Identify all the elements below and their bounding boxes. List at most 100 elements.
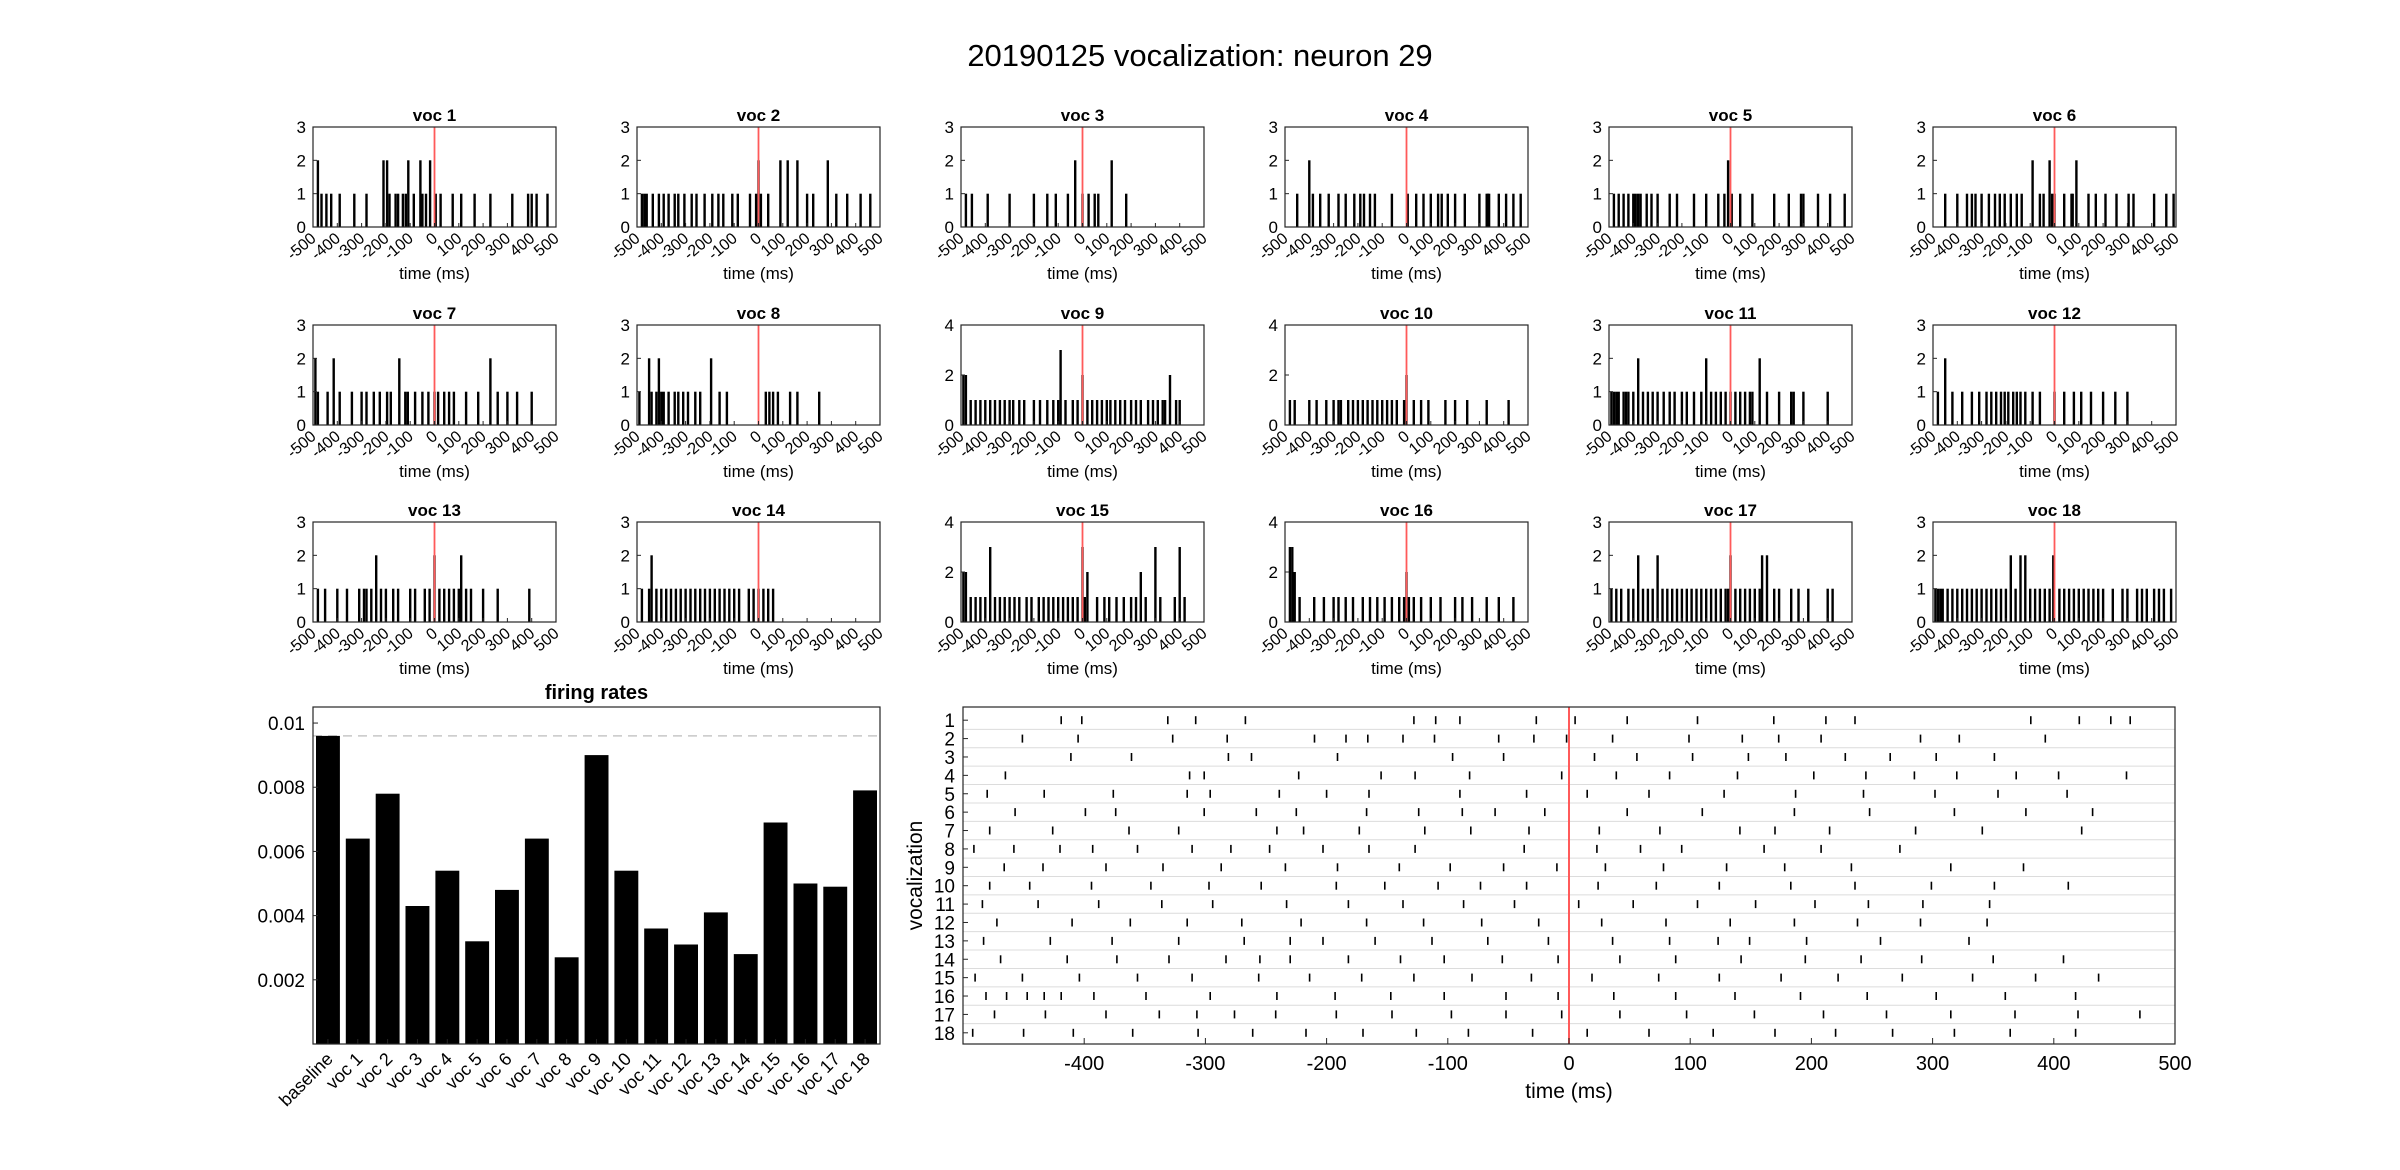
psth-bar xyxy=(768,391,771,425)
psth-title: voc 8 xyxy=(737,304,780,323)
psth-bar xyxy=(1978,391,1981,425)
psth-bar xyxy=(1990,391,1993,425)
psth-title: voc 10 xyxy=(1380,304,1433,323)
x-tick-label: -100 xyxy=(381,428,417,462)
y-tick-label: 1 xyxy=(1917,580,1926,599)
psth-bar xyxy=(1129,597,1133,622)
psth-bar xyxy=(1003,597,1006,622)
psth-bar xyxy=(1037,597,1040,622)
psth-bar xyxy=(1390,597,1394,622)
psth-bar xyxy=(452,391,456,425)
y-tick-label: 0 xyxy=(297,416,306,435)
psth-bar xyxy=(1359,193,1362,227)
x-tick-label: -100 xyxy=(705,428,741,462)
x-tick-label: -100 xyxy=(2001,230,2037,264)
psth-bar xyxy=(2115,193,2118,227)
psth-title: voc 6 xyxy=(2033,106,2076,125)
psth-bar xyxy=(1936,588,1940,622)
psth-bar xyxy=(396,588,400,622)
psth-bar xyxy=(1168,375,1172,425)
psth-bar xyxy=(986,193,989,227)
psth-bar xyxy=(640,193,644,227)
psth-bar xyxy=(2094,193,2097,227)
psth-bar xyxy=(984,597,987,622)
psth-bar xyxy=(1018,400,1021,425)
firing-rate-bar xyxy=(405,906,430,1044)
psth-bar xyxy=(1610,391,1613,425)
psth-bar xyxy=(1347,400,1350,425)
psth-bar xyxy=(2157,588,2161,622)
psth-bar xyxy=(427,391,430,425)
firing-rate-bar xyxy=(644,928,669,1044)
psth-bar xyxy=(1385,400,1389,425)
psth-bar xyxy=(1108,597,1111,622)
psth-bar xyxy=(640,588,644,622)
psth-bar xyxy=(1726,588,1730,622)
psth-bar xyxy=(1110,160,1113,227)
x-tick-label: -100 xyxy=(1353,428,1389,462)
psth-bar xyxy=(752,588,755,622)
x-tick-label: 500 xyxy=(855,428,886,458)
psth-bar xyxy=(1103,597,1106,622)
psth-bar xyxy=(1470,597,1474,622)
psth-bar xyxy=(669,588,673,622)
psth-bar xyxy=(1146,400,1150,425)
psth-bar xyxy=(1615,391,1618,425)
psth-bar xyxy=(1668,391,1671,425)
psth-bar xyxy=(1383,597,1386,622)
psth-bar xyxy=(1723,193,1726,227)
psth-bar xyxy=(1368,597,1372,622)
x-tick-label: 500 xyxy=(531,230,562,260)
psth-bar xyxy=(1478,193,1481,227)
psth-bar xyxy=(869,193,872,227)
x-tick-label: 500 xyxy=(1827,230,1858,260)
psth-bar xyxy=(1337,597,1340,622)
psth-bar xyxy=(1139,572,1142,622)
psth-bar xyxy=(1332,400,1335,425)
psth-bar xyxy=(767,193,770,227)
y-tick-label: 8 xyxy=(944,840,955,861)
y-tick-label: 1 xyxy=(621,383,630,402)
psth-title: voc 1 xyxy=(413,106,456,125)
psth-bar xyxy=(998,400,1002,425)
psth-bar xyxy=(1390,400,1394,425)
psth-bar xyxy=(1624,391,1628,425)
psth-bar xyxy=(989,400,992,425)
psth-xlabel: time (ms) xyxy=(2019,659,2090,678)
psth-bar xyxy=(1463,193,1466,227)
psth-bar xyxy=(1174,400,1178,425)
psth-bar xyxy=(1361,597,1364,622)
psth-bar xyxy=(1802,193,1805,227)
psth-bar xyxy=(1288,547,1292,622)
psth-bar xyxy=(964,193,968,227)
psth-bar xyxy=(1322,597,1326,622)
x-tick-label: -100 xyxy=(1353,230,1389,264)
psth-bar xyxy=(1327,193,1330,227)
y-tick-label: 4 xyxy=(1269,513,1278,532)
y-tick-label: 13 xyxy=(934,932,955,953)
psth-bar xyxy=(424,193,428,227)
y-tick-label: 3 xyxy=(1269,118,1278,137)
y-tick-label: 0 xyxy=(1269,613,1278,632)
y-tick-label: 2 xyxy=(945,151,954,170)
y-tick-label: 2 xyxy=(945,366,954,385)
psth-bar xyxy=(1956,193,1959,227)
psth-bar xyxy=(718,588,721,622)
psth-bar xyxy=(2007,391,2010,425)
psth-bar xyxy=(1675,193,1679,227)
psth-bar xyxy=(1361,400,1364,425)
psth-bar xyxy=(655,391,658,425)
x-tick-label: -100 xyxy=(1029,625,1065,659)
psth-bar xyxy=(1944,358,1947,425)
psth-bar xyxy=(1946,588,1949,622)
y-tick-label: 0 xyxy=(297,218,306,237)
psth-title: voc 11 xyxy=(1705,304,1757,323)
psth-bar xyxy=(762,588,765,622)
psth-bar xyxy=(1739,193,1742,227)
psth-bar xyxy=(1743,391,1747,425)
psth-bar xyxy=(1057,597,1060,622)
psth-bar xyxy=(1046,193,1049,227)
psth-bar xyxy=(1709,391,1713,425)
